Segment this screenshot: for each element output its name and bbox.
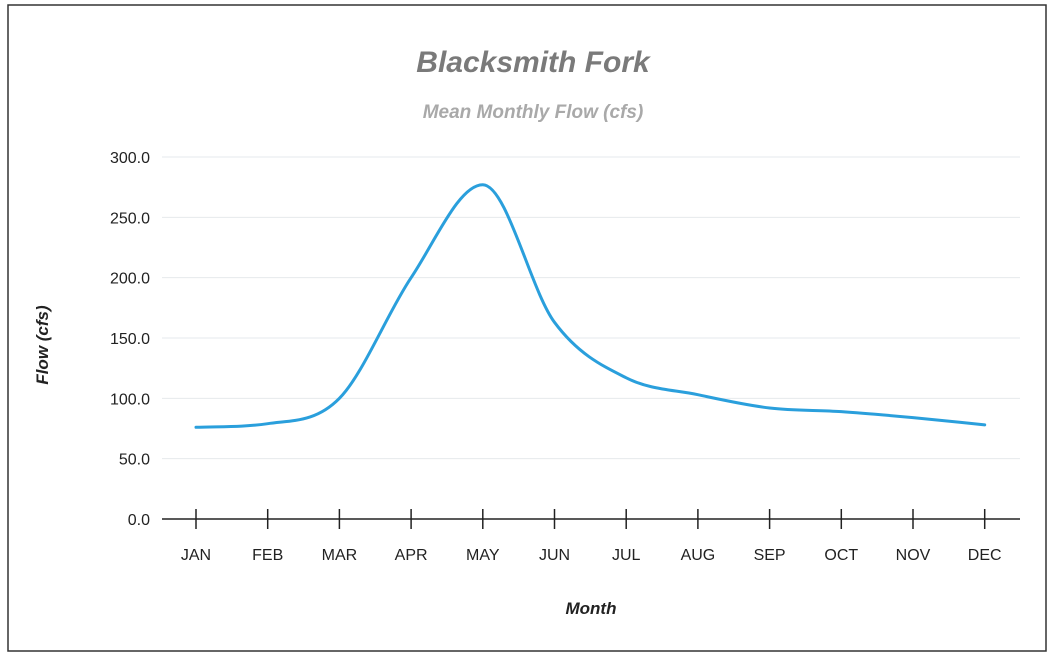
chart-border — [7, 4, 1047, 652]
data-point-nov — [911, 416, 915, 420]
series-layer — [194, 183, 987, 429]
x-tick-label: JUN — [539, 547, 570, 564]
x-tick-label: JAN — [181, 547, 211, 564]
data-point-apr — [409, 276, 413, 280]
x-tick-label: JUL — [612, 547, 641, 564]
y-tick-label: 150.0 — [110, 331, 150, 348]
y-tick-label: 300.0 — [110, 150, 150, 167]
y-axis-label: Flow (cfs) — [33, 305, 52, 385]
y-tick-label: 0.0 — [128, 512, 150, 529]
data-point-jun — [553, 320, 557, 324]
x-tick-label: MAR — [322, 547, 358, 564]
data-point-jan — [194, 425, 198, 429]
y-tick-label: 100.0 — [110, 391, 150, 408]
grid-lines — [162, 156, 1020, 460]
x-tick-label: APR — [395, 547, 428, 564]
x-axis-label: Month — [566, 599, 617, 618]
x-tick-label: SEP — [754, 547, 786, 564]
data-point-aug — [696, 393, 700, 397]
x-tick-label: DEC — [968, 547, 1002, 564]
y-tick-label: 50.0 — [119, 452, 150, 469]
data-point-may — [481, 183, 485, 187]
y-tick-label: 200.0 — [110, 271, 150, 288]
x-ticks: JAN FEB MAR APR MAY JUN JUL AUG SEP OCT NOV DEC — [162, 509, 1020, 564]
data-point-mar — [337, 396, 341, 400]
x-tick-label: NOV — [896, 547, 931, 564]
x-tick-label: FEB — [252, 547, 283, 564]
flow-series-line — [194, 183, 987, 429]
y-tick-label: 250.0 — [110, 210, 150, 227]
x-tick-label: OCT — [824, 547, 858, 564]
chart-subtitle: Mean Monthly Flow (cfs) — [423, 102, 644, 123]
chart-title: Blacksmith Fork — [416, 46, 651, 79]
x-tick-label: AUG — [681, 547, 716, 564]
data-point-sep — [768, 406, 772, 410]
x-tick-label: MAY — [466, 547, 500, 564]
y-tick-labels: 0.0 50.0 100.0 150.0 200.0 250.0 300.0 — [110, 150, 150, 529]
data-point-oct — [839, 410, 843, 414]
data-point-dec — [983, 423, 987, 427]
data-point-jul — [624, 376, 628, 380]
data-point-feb — [266, 422, 270, 426]
